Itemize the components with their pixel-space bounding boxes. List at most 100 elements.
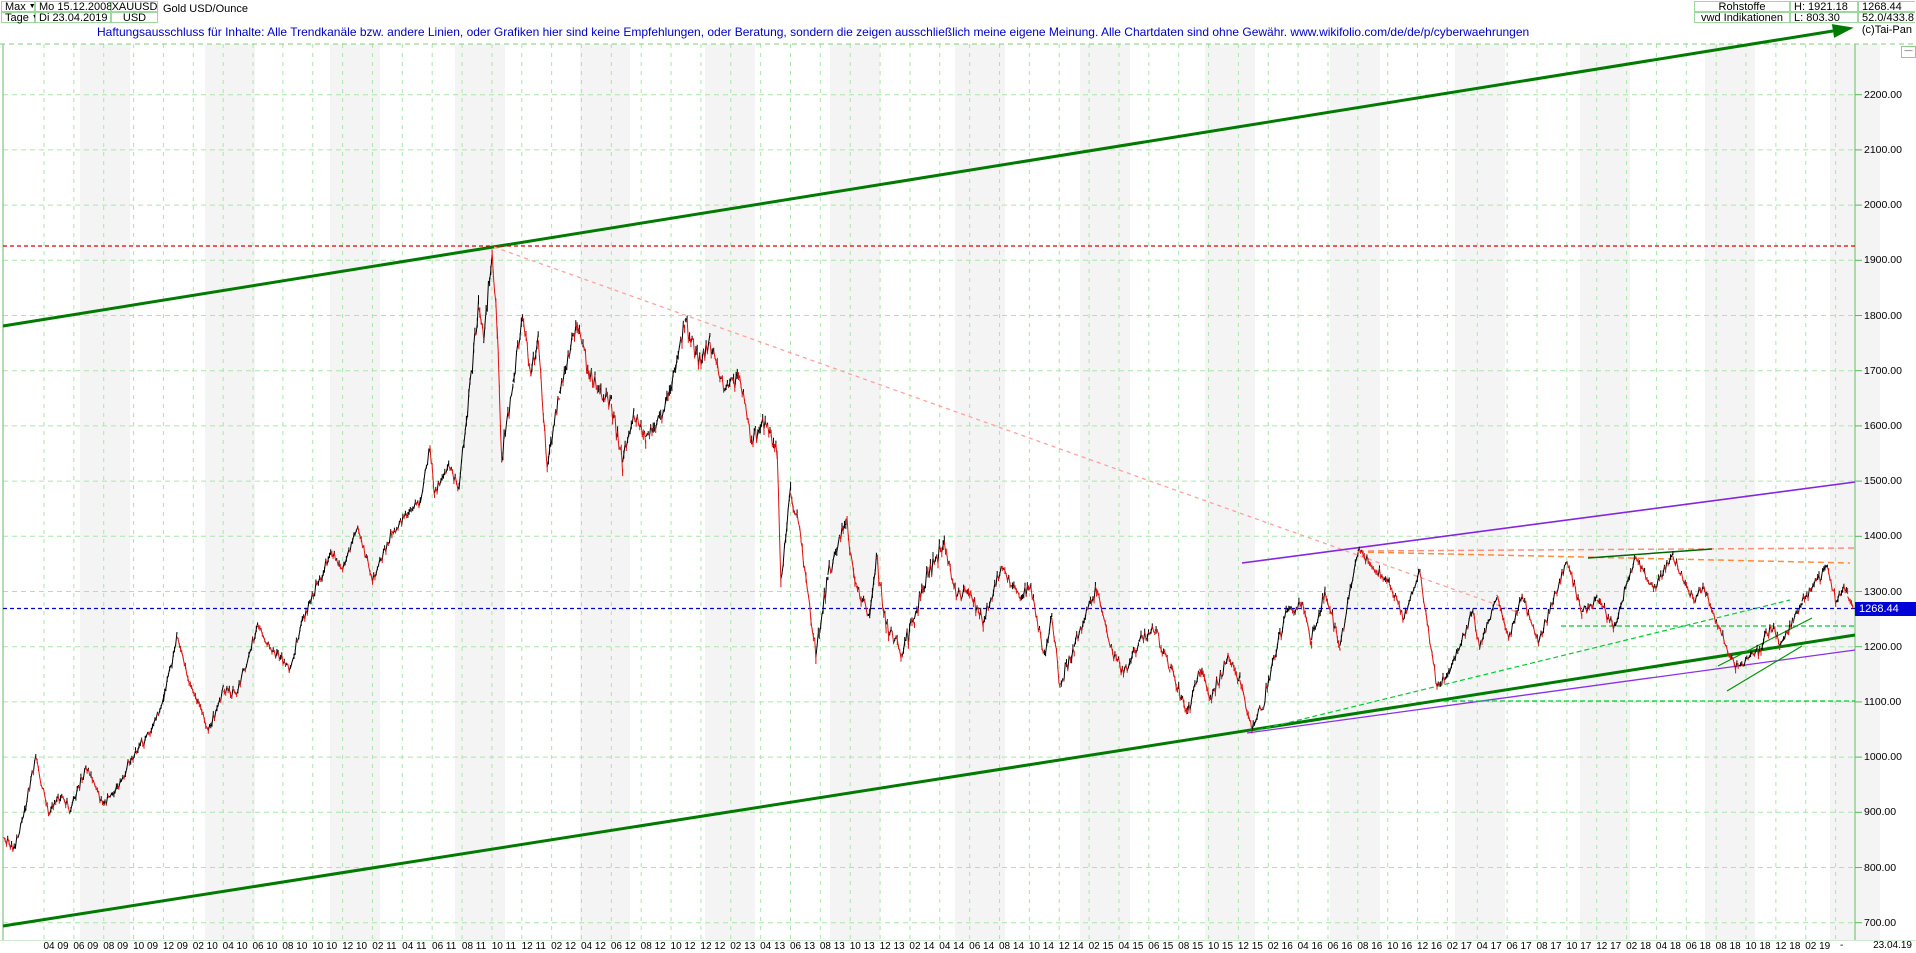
y-axis-label: 1500.00 [1864, 475, 1902, 488]
x-axis-label: 08 10 [282, 941, 308, 952]
last-price-cell: 1268.44 [1858, 1, 1915, 12]
y-axis-label: 700.00 [1864, 916, 1897, 929]
y-axis-label: 1900.00 [1864, 254, 1902, 267]
chevron-down-icon: ▼ [28, 2, 36, 10]
x-axis-label: 06 11 [432, 941, 457, 952]
x-axis-dash: - [1840, 940, 1844, 951]
trendline-downtrend-from-high[interactable] [493, 246, 1521, 614]
x-axis-label: 04 14 [939, 941, 965, 952]
x-axis-label: 06 09 [73, 941, 99, 952]
x-axis-label: 08 14 [999, 941, 1025, 952]
x-axis-label: 12 17 [1596, 941, 1622, 952]
last-date-label: 23.04.19 [1873, 940, 1912, 951]
period-dropdown-label: Tage [5, 11, 29, 24]
copyright-label: (c)Tai-Pan [1861, 24, 1912, 36]
background-stripe [830, 44, 880, 941]
trendline-support-dashed-steep[interactable] [1257, 599, 1791, 731]
x-axis-label: 04 12 [580, 941, 606, 952]
x-axis-label: 10 13 [849, 941, 875, 952]
x-axis-label: 10 16 [1387, 941, 1413, 952]
background-stripe [1330, 44, 1380, 941]
trendline-channel-lower[interactable] [2, 633, 1856, 928]
y-axis-label: 2000.00 [1864, 199, 1902, 212]
y-axis-label: 1300.00 [1864, 585, 1902, 598]
range-dropdown[interactable]: Max ▼ [1, 1, 36, 12]
x-axis-label: 04 15 [1118, 941, 1144, 952]
x-axis-label: 06 17 [1506, 941, 1532, 952]
indication-value: 52.0/433.8 [1862, 11, 1914, 24]
x-axis-label: 12 13 [879, 941, 905, 952]
x-axis-label: 10 11 [491, 941, 517, 952]
x-axis-label: 12 14 [1058, 941, 1084, 952]
x-axis-label: 08 16 [1357, 941, 1383, 952]
x-axis-label: 10 09 [133, 941, 159, 952]
x-axis-label: 12 09 [162, 941, 188, 952]
source-label: vwd Indikationen [1701, 11, 1783, 24]
date-from-field[interactable]: Mo 15.12.2008 [35, 0, 113, 13]
currency-label: USD [122, 11, 147, 24]
background-stripe [1205, 44, 1255, 941]
x-axis-label: 04 13 [760, 941, 786, 952]
date-from-value: Mo 15.12.2008 [39, 0, 113, 13]
x-axis-label: 08 12 [640, 941, 666, 952]
period-dropdown[interactable]: Tage ▼ [1, 11, 39, 24]
background-stripe [1580, 44, 1630, 941]
y-axis-label: 2100.00 [1864, 143, 1902, 156]
x-axis-label: 08 18 [1715, 941, 1741, 952]
y-axis-label: 1200.00 [1864, 640, 1902, 653]
background-stripe [955, 44, 1005, 941]
trendline-purple-lower[interactable] [1246, 649, 1856, 734]
x-axis-label: 08 17 [1536, 941, 1562, 952]
x-axis-label: 02 17 [1446, 941, 1472, 952]
trendline-mini-channel-upper[interactable] [1717, 617, 1813, 667]
period-low-label: L: 803.30 [1794, 11, 1840, 24]
y-axis-label: 1000.00 [1864, 751, 1902, 764]
x-axis-label: 12 16 [1417, 941, 1443, 952]
trendline-channel-upper[interactable] [2, 29, 1834, 328]
x-axis-label: 02 13 [730, 941, 756, 952]
x-axis-label: 12 15 [1237, 941, 1263, 952]
x-axis-label: 12 10 [342, 941, 368, 952]
x-axis-label: 06 12 [610, 941, 636, 952]
disclaimer-text: Haftungsausschluss für Inhalte: Alle Tre… [97, 25, 1530, 39]
y-axis-label: 1600.00 [1864, 419, 1902, 432]
date-to-value: Di 23.04.2019 [39, 11, 108, 24]
x-axis-label: 06 10 [252, 941, 278, 952]
trendline-mini-channel-lower[interactable] [1726, 645, 1803, 692]
trendline-resistance-orange[interactable] [1357, 551, 1851, 564]
symbol-cell: XAUUSD [111, 1, 158, 12]
x-axis-label: 08 15 [1178, 941, 1204, 952]
trendline-purple-upper[interactable] [1241, 481, 1856, 564]
trendline-arrowhead [1831, 24, 1854, 38]
collapse-box[interactable]: — [1901, 46, 1916, 58]
x-axis-label: 06 16 [1327, 941, 1353, 952]
x-axis-label: 02 15 [1088, 941, 1114, 952]
y-axis-label: 1800.00 [1864, 309, 1902, 322]
x-axis-label: 02 16 [1267, 941, 1293, 952]
x-axis-label: 02 10 [192, 941, 218, 952]
x-axis-label: 02 12 [551, 941, 577, 952]
y-axis-label: 1400.00 [1864, 530, 1902, 543]
y-axis-label: 1100.00 [1864, 695, 1902, 708]
x-axis-label: 12 18 [1775, 941, 1801, 952]
x-axis-label: 04 09 [43, 941, 69, 952]
currency-cell: USD [111, 12, 158, 23]
x-axis-label: 06 13 [789, 941, 816, 952]
background-stripe [705, 44, 755, 941]
x-axis-label: 04 16 [1297, 941, 1323, 952]
trendline-resistance-salmon[interactable] [1357, 547, 1856, 552]
chart-title: Gold USD/Ounce [163, 3, 248, 15]
date-to-field[interactable]: Di 23.04.2019 [35, 12, 111, 23]
period-high-cell: H: 1921.18 [1790, 1, 1858, 12]
x-axis-label: 10 15 [1208, 941, 1234, 952]
x-axis-label: 10 10 [312, 941, 338, 952]
background-stripe [580, 44, 630, 941]
trendline-minor-top-line[interactable] [1587, 548, 1713, 559]
symbol-label: XAUUSD [111, 0, 158, 13]
x-axis-label: 02 11 [372, 941, 397, 952]
x-axis-label: 02 14 [909, 941, 935, 952]
y-axis-label: 2200.00 [1864, 88, 1902, 101]
x-axis-label: 04 11 [402, 941, 427, 952]
